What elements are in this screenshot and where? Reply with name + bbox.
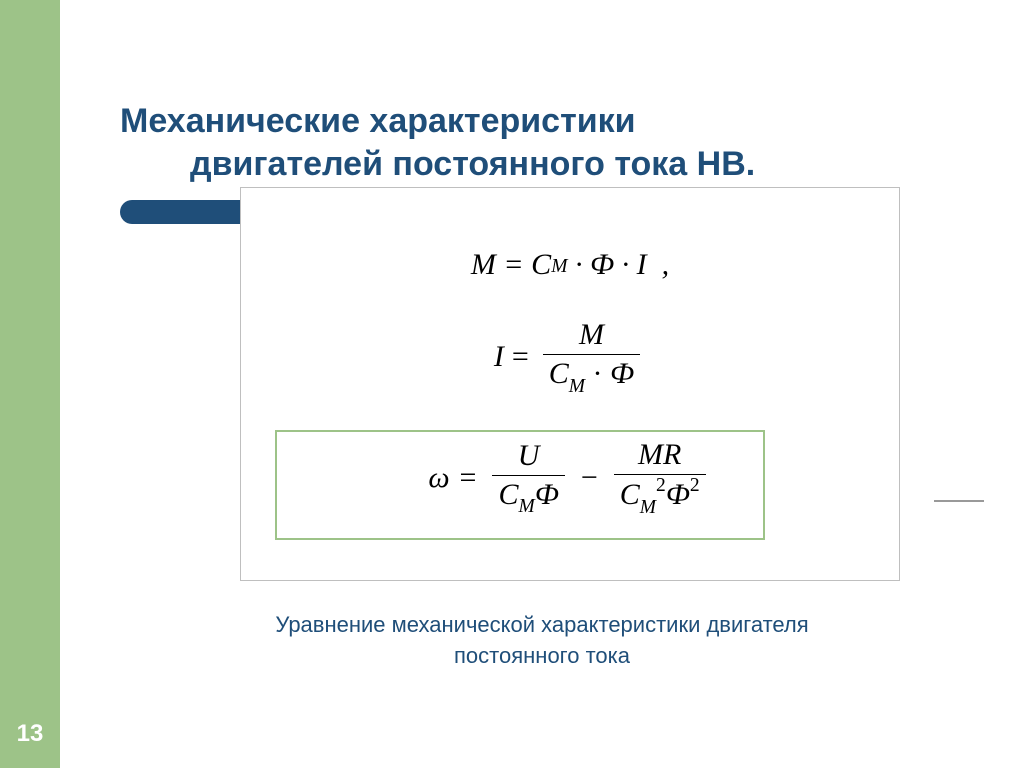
page-number: 13 xyxy=(0,720,60,748)
eq3-lhs: ω xyxy=(428,461,449,495)
eq2-fraction: M CМ · Ф xyxy=(543,318,640,396)
slide-content: Механические характеристики двигателей п… xyxy=(60,0,1024,768)
title-line-1: Механические характеристики xyxy=(120,100,984,143)
slide-title: Механические характеристики двигателей п… xyxy=(120,100,984,185)
caption-line-1: Уравнение механической характеристики дв… xyxy=(60,610,1024,641)
equation-2: I = M CМ · Ф xyxy=(241,318,899,396)
formula-box: M = CМ · Ф · I , I = M CМ · Ф ω = U CМФ … xyxy=(240,187,900,581)
caption: Уравнение механической характеристики дв… xyxy=(60,610,1024,672)
title-line-2: двигателей постоянного тока НВ. xyxy=(120,143,984,186)
title-area: Механические характеристики двигателей п… xyxy=(60,0,1024,185)
left-sidebar: 13 xyxy=(0,0,60,768)
dash-mark xyxy=(934,500,984,502)
eq3-fraction-1: U CМФ xyxy=(492,439,564,517)
eq2-lhs: I xyxy=(494,340,504,374)
equation-1: M = CМ · Ф · I , xyxy=(241,248,899,282)
equation-3: ω = U CМФ − MR CМ2Ф2 xyxy=(241,438,899,517)
eq3-fraction-2: MR CМ2Ф2 xyxy=(614,438,706,517)
caption-line-2: постоянного тока xyxy=(60,641,1024,672)
